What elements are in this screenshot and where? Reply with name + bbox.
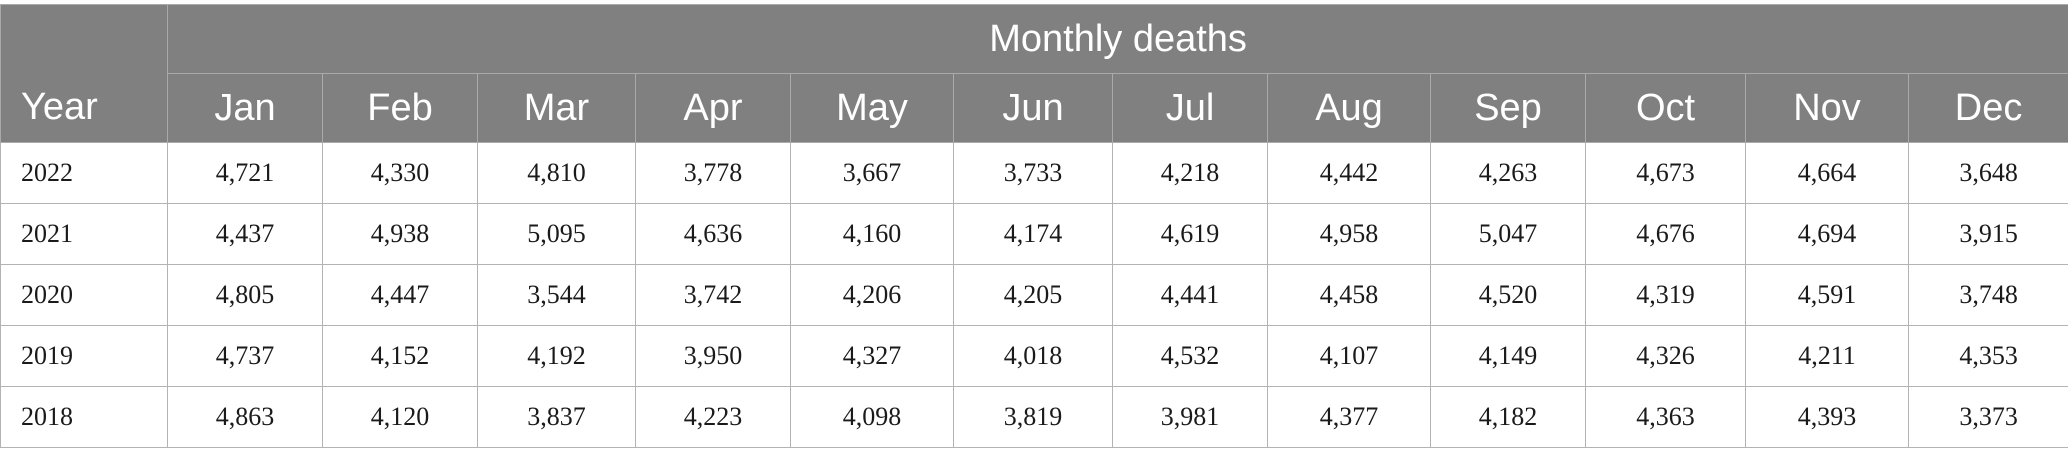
- deaths-cell: 4,218: [1112, 142, 1268, 204]
- deaths-cell: 4,107: [1267, 325, 1431, 387]
- deaths-cell: 4,120: [322, 386, 478, 448]
- deaths-cell: 4,447: [322, 264, 478, 326]
- month-header-row: Jan Feb Mar Apr May Jun Jul Aug Sep Oct Nov Dec: [1, 73, 2068, 143]
- deaths-cell: 5,095: [477, 203, 636, 265]
- deaths-cell: 4,211: [1745, 325, 1909, 387]
- deaths-cell: 4,152: [322, 325, 478, 387]
- deaths-cell: 4,192: [477, 325, 636, 387]
- deaths-cell: 4,330: [322, 142, 478, 204]
- month-header-mar: Mar: [477, 73, 636, 143]
- deaths-cell: 3,544: [477, 264, 636, 326]
- deaths-cell: 4,174: [953, 203, 1113, 265]
- deaths-cell: 5,047: [1430, 203, 1586, 265]
- deaths-cell: 4,442: [1267, 142, 1431, 204]
- deaths-cell: 3,742: [635, 264, 791, 326]
- month-header-jun: Jun: [953, 73, 1113, 143]
- deaths-cell: 3,748: [1907, 264, 2068, 326]
- month-header-sep: Sep: [1430, 73, 1586, 143]
- deaths-cell: 4,206: [790, 264, 954, 326]
- deaths-cell: 4,018: [953, 325, 1113, 387]
- deaths-cell: 4,441: [1112, 264, 1268, 326]
- deaths-cell: 3,981: [1112, 386, 1268, 448]
- deaths-cell: 3,778: [635, 142, 791, 204]
- deaths-cell: 4,319: [1585, 264, 1746, 326]
- deaths-cell: 4,393: [1745, 386, 1909, 448]
- year-cell: 2019: [0, 325, 168, 387]
- year-cell: 2021: [0, 203, 168, 265]
- table-row: 2020 4,805 4,447 3,544 3,742 4,206 4,205 4,441 4…: [0, 264, 2068, 326]
- deaths-cell: 4,149: [1430, 325, 1586, 387]
- deaths-cell: 3,950: [635, 325, 791, 387]
- deaths-cell: 4,327: [790, 325, 954, 387]
- month-header-jan: Jan: [167, 73, 323, 143]
- year-cell: 2018: [0, 386, 168, 448]
- deaths-cell: 4,636: [635, 203, 791, 265]
- deaths-cell: 4,182: [1430, 386, 1586, 448]
- deaths-cell: 4,676: [1585, 203, 1746, 265]
- deaths-cell: 4,098: [790, 386, 954, 448]
- year-cell: 2022: [0, 142, 168, 204]
- deaths-cell: 3,667: [790, 142, 954, 204]
- deaths-cell: 4,810: [477, 142, 636, 204]
- deaths-cell: 4,694: [1745, 203, 1909, 265]
- table-row: 2021 4,437 4,938 5,095 4,636 4,160 4,174 4,619 4…: [0, 203, 2068, 265]
- deaths-cell: 4,520: [1430, 264, 1586, 326]
- deaths-cell: 4,263: [1430, 142, 1586, 204]
- deaths-cell: 3,373: [1907, 386, 2068, 448]
- deaths-cell: 4,673: [1585, 142, 1746, 204]
- deaths-cell: 3,837: [477, 386, 636, 448]
- deaths-cell: 4,863: [167, 386, 323, 448]
- deaths-cell: 3,648: [1907, 142, 2068, 204]
- monthly-deaths-table: Year Monthly deaths Jan Feb Mar Apr May Jun Ju…: [0, 4, 2068, 448]
- deaths-cell: 3,819: [953, 386, 1113, 448]
- year-column-header: Year: [0, 4, 168, 143]
- month-header-may: May: [790, 73, 954, 143]
- deaths-cell: 4,377: [1267, 386, 1431, 448]
- deaths-cell: 4,437: [167, 203, 323, 265]
- deaths-cell: 4,721: [167, 142, 323, 204]
- deaths-cell: 4,619: [1112, 203, 1268, 265]
- month-header-apr: Apr: [635, 73, 791, 143]
- month-header-aug: Aug: [1267, 73, 1431, 143]
- deaths-cell: 4,591: [1745, 264, 1909, 326]
- table-header: Year Monthly deaths Jan Feb Mar Apr May Jun Ju…: [0, 4, 2068, 143]
- table-row: 2022 4,721 4,330 4,810 3,778 3,667 3,733 4,218 4…: [0, 142, 2068, 204]
- deaths-cell: 4,223: [635, 386, 791, 448]
- month-header-nov: Nov: [1745, 73, 1909, 143]
- deaths-cell: 4,326: [1585, 325, 1746, 387]
- deaths-cell: 4,458: [1267, 264, 1431, 326]
- deaths-cell: 4,363: [1585, 386, 1746, 448]
- month-header-jul: Jul: [1112, 73, 1268, 143]
- deaths-cell: 4,938: [322, 203, 478, 265]
- table-body: 2022 4,721 4,330 4,810 3,778 3,667 3,733 4,218 4…: [0, 142, 2068, 448]
- deaths-cell: 4,664: [1745, 142, 1909, 204]
- month-header-dec: Dec: [1907, 73, 2068, 143]
- deaths-cell: 3,733: [953, 142, 1113, 204]
- deaths-cell: 4,205: [953, 264, 1113, 326]
- deaths-cell: 4,353: [1907, 325, 2068, 387]
- deaths-cell: 4,958: [1267, 203, 1431, 265]
- deaths-cell: 3,915: [1907, 203, 2068, 265]
- table-row: 2019 4,737 4,152 4,192 3,950 4,327 4,018 4,532 4…: [0, 325, 2068, 387]
- deaths-cell: 4,160: [790, 203, 954, 265]
- deaths-cell: 4,532: [1112, 325, 1268, 387]
- month-header-oct: Oct: [1585, 73, 1746, 143]
- month-header-feb: Feb: [322, 73, 478, 143]
- deaths-cell: 4,805: [167, 264, 323, 326]
- header-group-row: Year Monthly deaths: [0, 4, 2068, 143]
- deaths-cell: 4,737: [167, 325, 323, 387]
- year-cell: 2020: [0, 264, 168, 326]
- monthly-deaths-group-header: Monthly deaths: [166, 4, 2068, 74]
- table-row: 2018 4,863 4,120 3,837 4,223 4,098 3,819 3,981 4…: [0, 386, 2068, 448]
